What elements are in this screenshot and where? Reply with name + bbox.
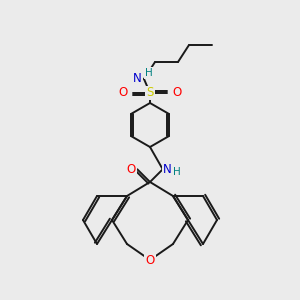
Text: H: H [173,167,181,177]
Text: N: N [133,73,141,85]
Text: O: O [118,86,127,100]
Text: O: O [146,254,154,266]
Text: H: H [145,68,153,78]
Text: O: O [172,86,182,100]
Text: N: N [164,163,172,176]
Text: O: O [127,163,136,176]
Text: S: S [146,86,154,100]
